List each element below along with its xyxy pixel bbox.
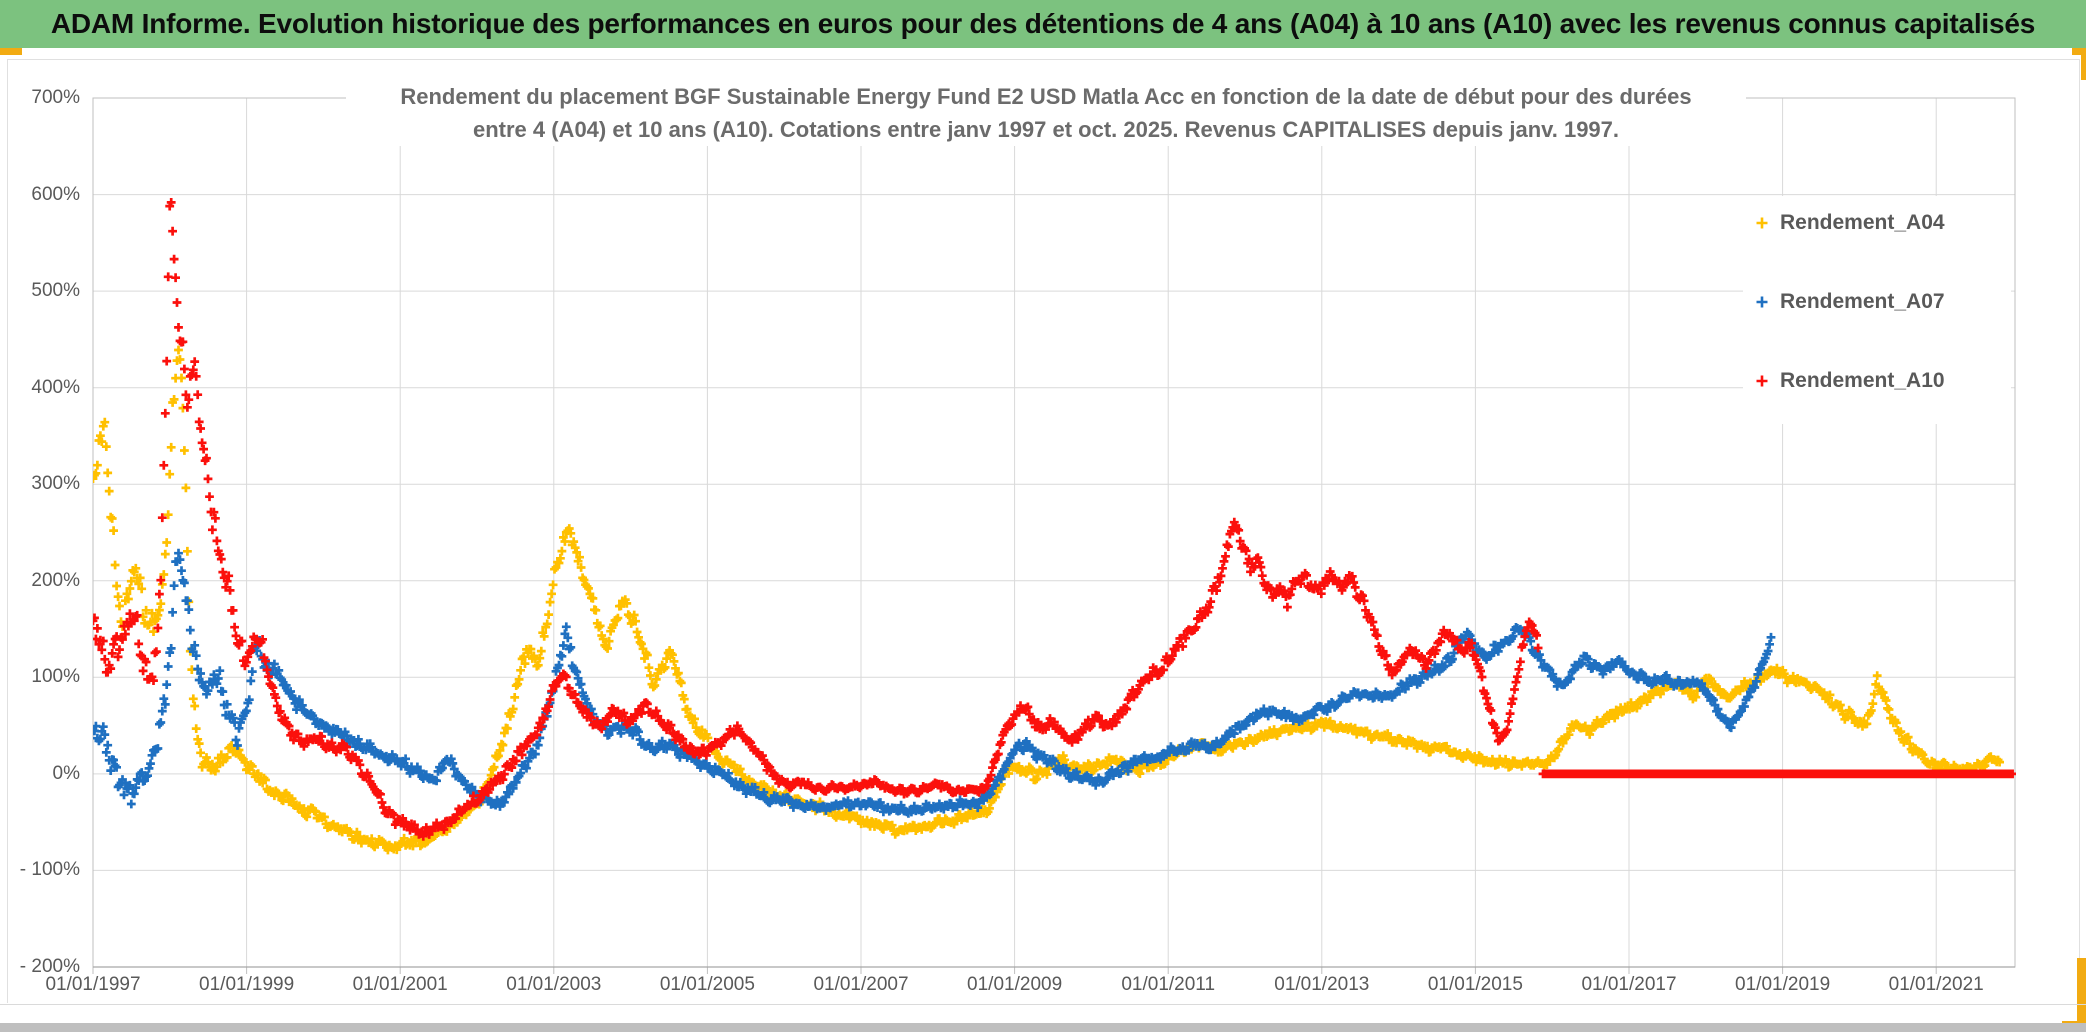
- x-tick-label: 01/01/2009: [967, 974, 1063, 995]
- x-tick-label: 01/01/2019: [1735, 974, 1831, 995]
- x-tick-label: 01/01/2013: [1274, 974, 1370, 995]
- y-tick-label: 300%: [31, 473, 80, 495]
- sheet-row-divider: [0, 1004, 2086, 1005]
- gold-accent-right-upper: [2081, 55, 2086, 80]
- y-tick-label: 700%: [31, 87, 80, 108]
- x-tick-label: 01/01/2011: [1121, 974, 1216, 995]
- series-rendement_a04[interactable]: [89, 345, 2004, 855]
- chart-title-line2: entre 4 (A04) et 10 ans (A10). Cotations…: [472, 117, 1620, 142]
- plus-marker-icon: [1756, 217, 1768, 229]
- y-tick-label: 600%: [31, 183, 80, 205]
- y-tick-label: 0%: [52, 762, 80, 784]
- legend-item-rendement-a07[interactable]: Rendement_A07: [1755, 287, 1945, 317]
- chart-frame-right: [2079, 59, 2080, 958]
- x-tick-label: 01/01/2015: [1427, 974, 1523, 995]
- x-tick-label: 01/01/2017: [1581, 974, 1677, 995]
- y-tick-label: 400%: [31, 376, 80, 398]
- y-tick-label: 100%: [31, 666, 80, 688]
- series-rendement_a10[interactable]: [89, 198, 2017, 841]
- sheet-bottom-band: [0, 1023, 2086, 1032]
- plus-marker-icon: [1756, 375, 1768, 387]
- y-tick-label: 200%: [31, 569, 80, 591]
- legend-label: Rendement_A10: [1780, 369, 1945, 392]
- x-tick-label: 01/01/2001: [352, 974, 448, 995]
- chart-legend: Rendement_A04 Rendement_A07 Rendement_A1…: [1743, 196, 2011, 424]
- y-tick-label: 500%: [31, 280, 80, 302]
- x-tick-label: 01/01/2007: [813, 974, 909, 995]
- x-tick-label: 01/01/2003: [506, 974, 602, 995]
- chart-frame-top: [8, 59, 2079, 60]
- series-rendement_a07[interactable]: [89, 548, 1776, 818]
- gold-accent-top-right: [2072, 48, 2086, 55]
- legend-label: Rendement_A07: [1780, 290, 1945, 313]
- legend-item-rendement-a10[interactable]: Rendement_A10: [1755, 366, 1945, 396]
- gold-accent-top-left: [0, 48, 22, 55]
- gold-accent-right-lower: [2077, 958, 2086, 1032]
- x-tick-label: 01/01/1999: [199, 974, 295, 995]
- chart-title: Rendement du placement BGF Sustainable E…: [346, 80, 1746, 146]
- plus-marker-icon: [1756, 296, 1768, 308]
- chart-title-line1: Rendement du placement BGF Sustainable E…: [400, 84, 1692, 109]
- y-tick-label: - 100%: [19, 859, 80, 881]
- chart-frame-left: [7, 59, 8, 1003]
- x-tick-label: 01/01/2021: [1888, 974, 1984, 995]
- legend-label: Rendement_A04: [1780, 211, 1945, 234]
- x-tick-label: 01/01/2005: [659, 974, 755, 995]
- x-tick-label: 01/01/1997: [45, 974, 141, 995]
- page-title: ADAM Informe. Evolution historique des p…: [0, 0, 2086, 48]
- legend-item-rendement-a04[interactable]: Rendement_A04: [1755, 208, 1945, 238]
- y-tick-label: - 200%: [19, 956, 80, 977]
